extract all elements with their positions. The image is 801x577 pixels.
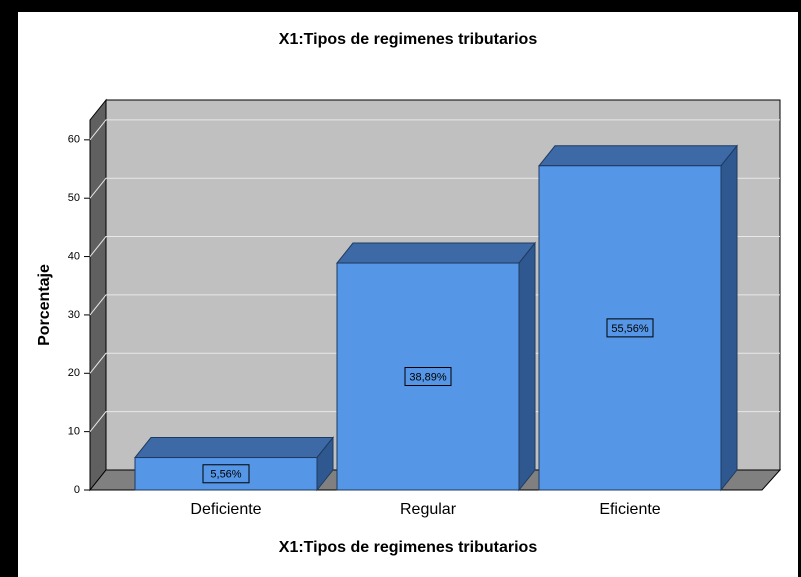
value-label-box: [404, 367, 452, 387]
bar: [336, 262, 520, 491]
bar-group: [133, 436, 335, 492]
value-label: 5,56%: [210, 469, 241, 481]
bar-side: [518, 241, 536, 492]
y-tick-label: 10: [68, 426, 80, 438]
bar-side: [720, 144, 738, 492]
grid-line: [89, 119, 780, 141]
frame-top: [0, 0, 801, 12]
y-tick-label: 20: [68, 367, 80, 379]
y-axis-label: Porcentaje: [36, 264, 53, 346]
bar-top: [335, 242, 537, 264]
value-label: 55,56%: [611, 323, 649, 335]
bar-top: [537, 145, 739, 167]
y-tick-label: 0: [74, 484, 80, 496]
bar: [538, 165, 722, 491]
x-tick-label: Regular: [400, 501, 457, 518]
value-label-box: [202, 464, 250, 484]
x-tick-label: Eficiente: [599, 501, 660, 518]
bar: [134, 457, 318, 491]
frame-right: [798, 0, 801, 577]
y-tick-label: 60: [68, 134, 80, 146]
y-tick-label: 40: [68, 250, 80, 262]
y-tick-label: 30: [68, 309, 80, 321]
bar-group: [537, 144, 739, 492]
x-axis-label: X1:Tipos de regimenes tributarios: [279, 539, 538, 556]
bar-top: [133, 437, 335, 459]
y-tick-label: 50: [68, 192, 80, 204]
bar-group: [335, 241, 537, 492]
value-label: 38,89%: [409, 371, 447, 383]
value-label-box: [606, 318, 654, 338]
frame-left: [0, 0, 18, 577]
left-wall: [89, 98, 107, 492]
x-tick-label: Deficiente: [190, 501, 261, 518]
chart-title: X1:Tipos de regimenes tributarios: [279, 31, 538, 48]
